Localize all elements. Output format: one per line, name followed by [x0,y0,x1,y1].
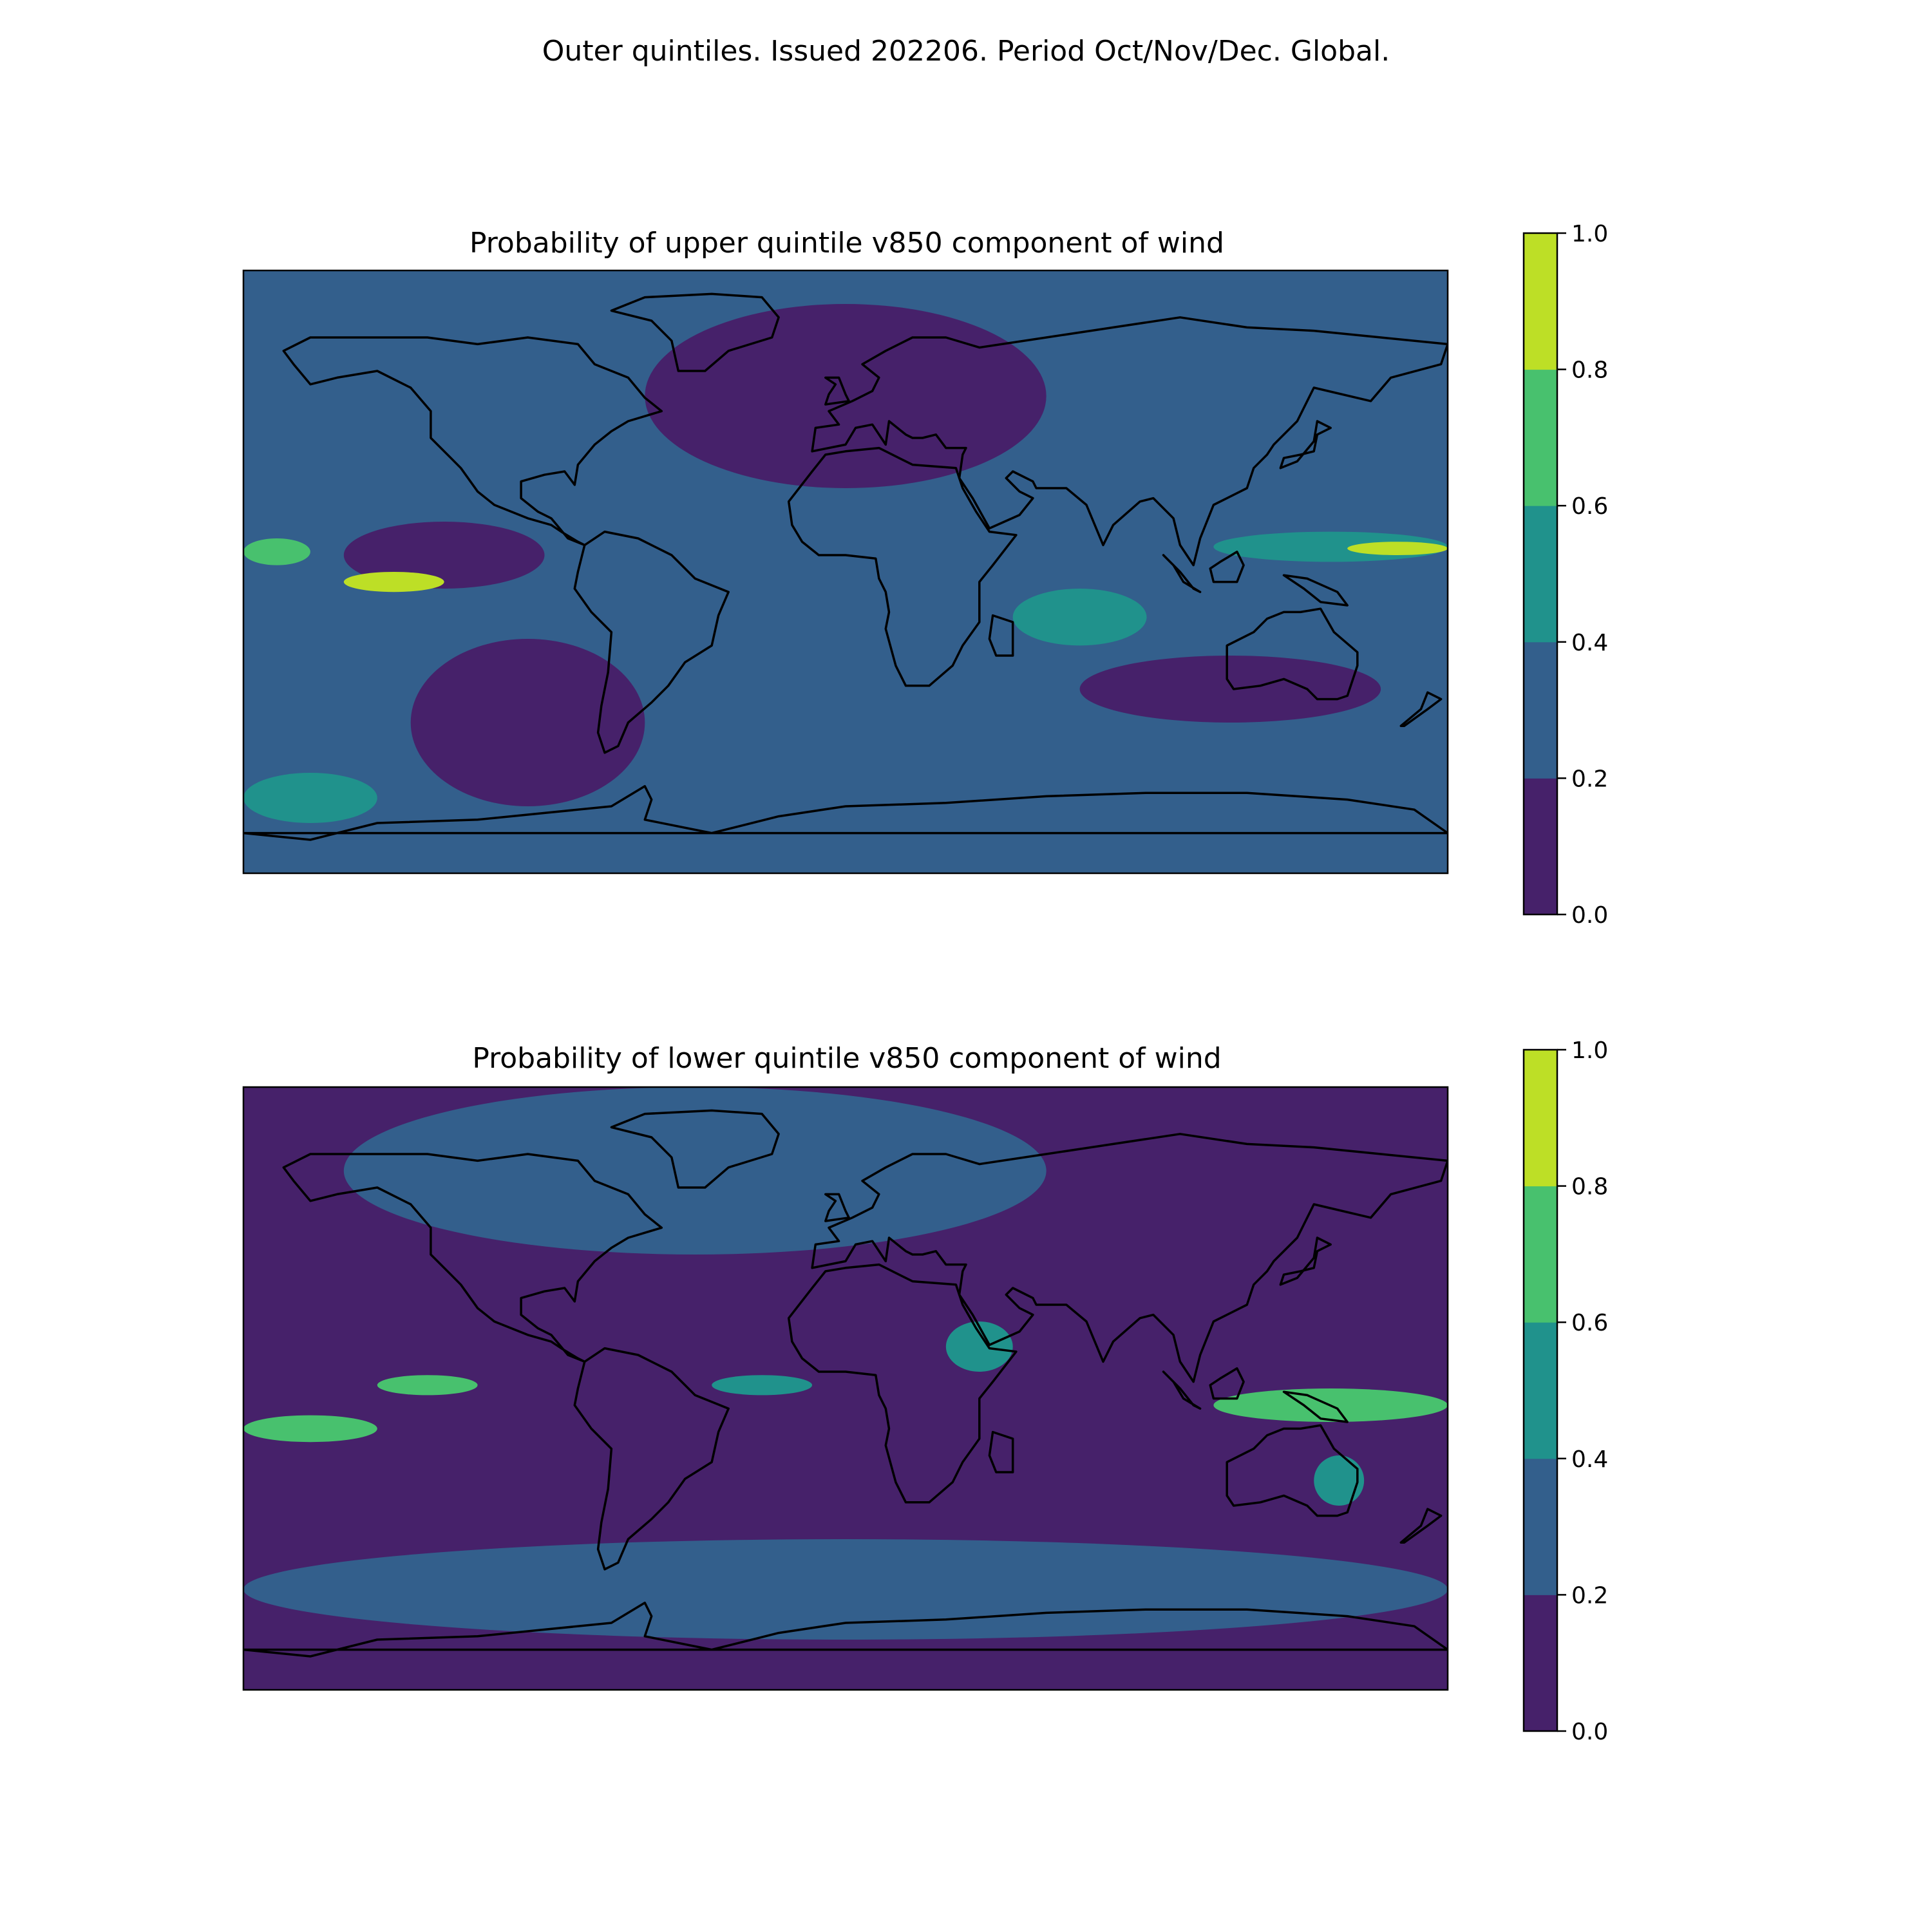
upper-region-5 [1347,542,1448,555]
upper-region-9 [243,773,377,823]
lower-colorbar-tick-label-3: 0.6 [1571,1310,1608,1336]
upper-map-frame [242,269,1449,875]
lower-region-0 [343,1087,1046,1255]
lower-coastline-3 [811,1133,1448,1383]
lower-coastline-6 [243,1602,1448,1658]
upper-coastline-5 [610,292,780,372]
upper-colorbar: 0.0 0.2 0.4 0.6 0.8 1.0 [1522,221,1608,929]
figure-suptitle: Outer quintiles. Issued 202206. Period O… [542,35,1390,68]
lower-coastline-7 [1162,1370,1202,1410]
lower-colorbar-tick-label-4: 0.8 [1571,1174,1608,1200]
lower-colorbar-tick-label-1: 0.2 [1571,1582,1608,1609]
upper-coastline-6 [243,785,1448,841]
lower-colorbar-frame [1522,1048,1558,1732]
upper-region-6 [243,538,310,565]
lower-map-panel [242,1086,1449,1691]
lower-coastline-13 [1399,1508,1443,1544]
upper-colorbar-segment-0 [1524,778,1557,915]
upper-coastline-4 [1226,607,1359,701]
lower-colorbar-tick-label-2: 0.4 [1571,1446,1608,1473]
upper-colorbar-tick-label-4: 0.8 [1571,357,1608,384]
lower-coastline-11 [988,1430,1014,1473]
upper-colorbar-tick-label-1: 0.2 [1571,766,1608,792]
upper-coastline-12 [824,376,850,406]
lower-colorbar-segment-0 [1524,1595,1557,1732]
lower-colorbar-segment-4 [1524,1050,1557,1187]
lower-colorbar-segment-3 [1524,1186,1557,1323]
lower-coastline-5 [610,1109,780,1189]
upper-coastline-10 [1279,420,1332,469]
lower-colorbar-tick-label-5: 1.0 [1571,1037,1608,1064]
upper-colorbar-segment-3 [1524,369,1557,506]
upper-coastline-0 [282,336,663,547]
upper-colorbar-tick-label-2: 0.4 [1571,630,1608,656]
lower-region-7 [243,1415,377,1443]
upper-coastline-8 [1209,551,1245,583]
lower-coastline-9 [1282,1390,1349,1423]
lower-map-field [243,1087,1448,1690]
lower-region-6 [945,1321,1013,1372]
upper-region-3 [1079,656,1381,723]
lower-colorbar: 0.0 0.2 0.4 0.6 0.8 1.0 [1522,1037,1608,1745]
upper-colorbar-tick-label-0: 0.0 [1571,902,1608,929]
lower-coastline-2 [787,1263,1018,1504]
upper-coastline-11 [988,614,1014,657]
lower-coastline-8 [1209,1367,1245,1400]
upper-colorbar-frame [1522,232,1558,916]
upper-map-field [243,270,1448,873]
upper-region-8 [1012,589,1147,646]
lower-region-3 [712,1375,813,1396]
lower-coastline-4 [1226,1424,1359,1517]
lower-colorbar-segment-1 [1524,1458,1557,1595]
lower-coastline-12 [824,1193,850,1222]
lower-coastline-10 [1279,1236,1332,1286]
upper-coastline-1 [573,530,730,754]
lower-region-1 [243,1539,1448,1640]
upper-colorbar-segment-2 [1524,506,1557,643]
upper-colorbar-tick-label-3: 0.6 [1571,493,1608,520]
lower-colorbar-tick-label-0: 0.0 [1571,1719,1608,1745]
upper-coastline-2 [787,446,1018,687]
lower-region-2 [377,1375,478,1396]
upper-coastline-9 [1282,574,1349,607]
upper-region-2 [410,639,645,806]
upper-colorbar-tick-label-5: 1.0 [1571,221,1608,247]
upper-coastline-7 [1162,554,1202,593]
upper-coastline-3 [811,316,1448,567]
lower-map-frame [242,1086,1449,1691]
lower-colorbar-segment-2 [1524,1322,1557,1459]
lower-region-5 [1314,1455,1365,1506]
upper-region-7 [343,572,444,592]
upper-colorbar-segment-4 [1524,233,1557,370]
lower-coastline-1 [573,1347,730,1571]
lower-coastline-0 [282,1153,663,1363]
lower-panel-title: Probability of lower quintile v850 compo… [472,1042,1222,1075]
upper-coastline-13 [1399,691,1443,727]
upper-map-panel [242,269,1449,875]
upper-panel-title: Probability of upper quintile v850 compo… [469,227,1224,260]
upper-colorbar-segment-1 [1524,641,1557,779]
